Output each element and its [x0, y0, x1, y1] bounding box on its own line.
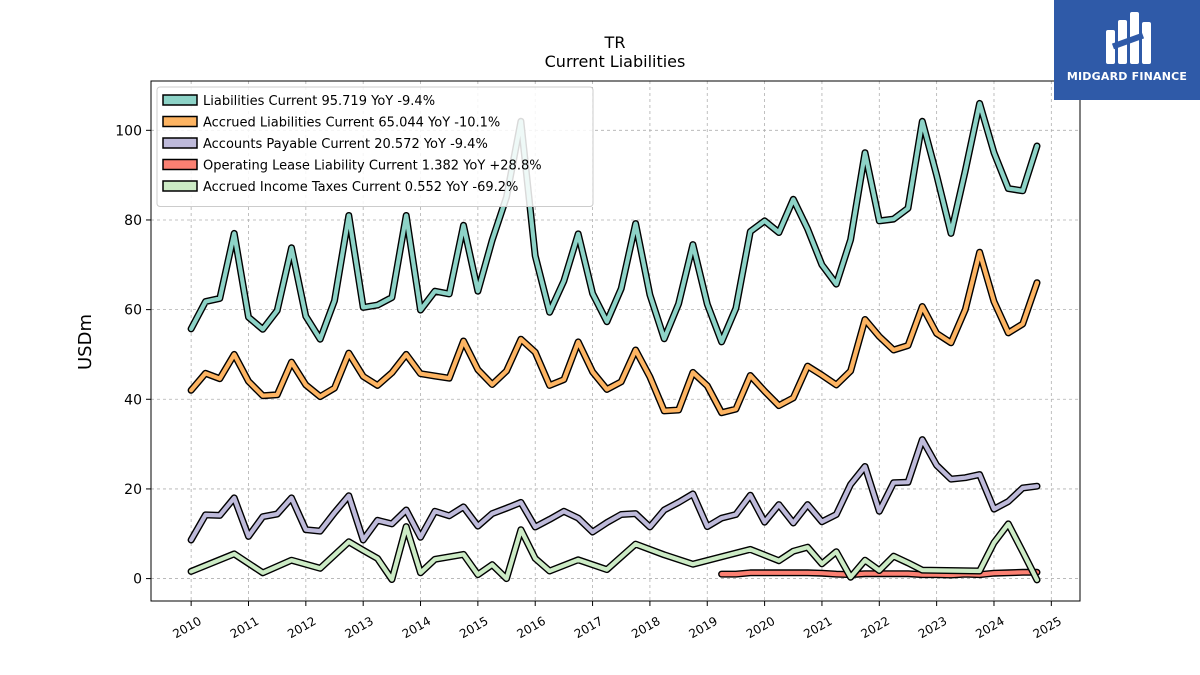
y-tick-label: 100 — [115, 123, 142, 139]
series-lines — [187, 99, 1041, 584]
x-tick-label: 2023 — [916, 614, 949, 641]
legend-label-1: Accrued Liabilities Current 65.044 YoY -… — [203, 116, 500, 131]
y-tick-label: 60 — [124, 303, 142, 319]
x-tick-label: 2020 — [744, 614, 777, 641]
series-line-2 — [189, 437, 1040, 543]
x-tick-label: 2016 — [514, 614, 547, 641]
x-tick-label: 2010 — [170, 614, 203, 641]
x-tick-label: 2024 — [973, 614, 1006, 641]
legend-swatch-4 — [162, 180, 198, 192]
series-line-1 — [189, 250, 1040, 415]
legend-swatch-3 — [162, 158, 198, 171]
x-tick-label: 2012 — [285, 614, 318, 641]
x-tick-label: 2025 — [1031, 614, 1064, 641]
series-line-4 — [189, 521, 1040, 583]
legend-swatch-1 — [162, 115, 198, 128]
x-tick-label: 2022 — [859, 614, 892, 641]
legend-label-0: Liabilities Current 95.719 YoY -9.4% — [203, 94, 435, 109]
logo-text: MIDGARD FINANCE — [1066, 70, 1188, 83]
x-tick-label: 2021 — [801, 614, 834, 641]
legend-label-4: Accrued Income Taxes Current 0.552 YoY -… — [203, 180, 518, 195]
midgard-finance-logo: MIDGARD FINANCE — [1054, 0, 1200, 100]
legend-label-3: Operating Lease Liability Current 1.382 … — [203, 159, 542, 174]
chart-subtitle: Current Liabilities — [545, 52, 686, 71]
chart-title: TR — [604, 33, 626, 52]
legend: Liabilities Current 95.719 YoY -9.4% Accr… — [156, 86, 594, 207]
logo-mark-icon — [1106, 12, 1151, 64]
series-line-0 — [189, 101, 1040, 344]
y-tick-label: 40 — [124, 392, 142, 408]
legend-swatch-0 — [162, 94, 198, 106]
x-tick-label: 2018 — [629, 614, 662, 641]
x-tick-label: 2019 — [687, 614, 720, 641]
x-tick-label: 2011 — [228, 614, 261, 641]
x-tick-label: 2015 — [457, 614, 490, 641]
y-tick-label: 20 — [124, 482, 142, 498]
y-tick-label: 0 — [133, 572, 142, 588]
legend-box — [156, 86, 594, 207]
legend-swatch-2 — [162, 137, 198, 149]
y-tick-label: 80 — [124, 213, 142, 229]
x-tick-label: 2014 — [400, 614, 433, 641]
plot-area — [150, 80, 1081, 602]
series-outline-2 — [187, 436, 1041, 544]
legend-label-2: Accounts Payable Current 20.572 YoY -9.4… — [203, 137, 488, 152]
y-axis-label: USDm — [75, 314, 96, 370]
x-tick-label: 2013 — [342, 614, 375, 641]
x-tick-label: 2017 — [572, 614, 605, 641]
